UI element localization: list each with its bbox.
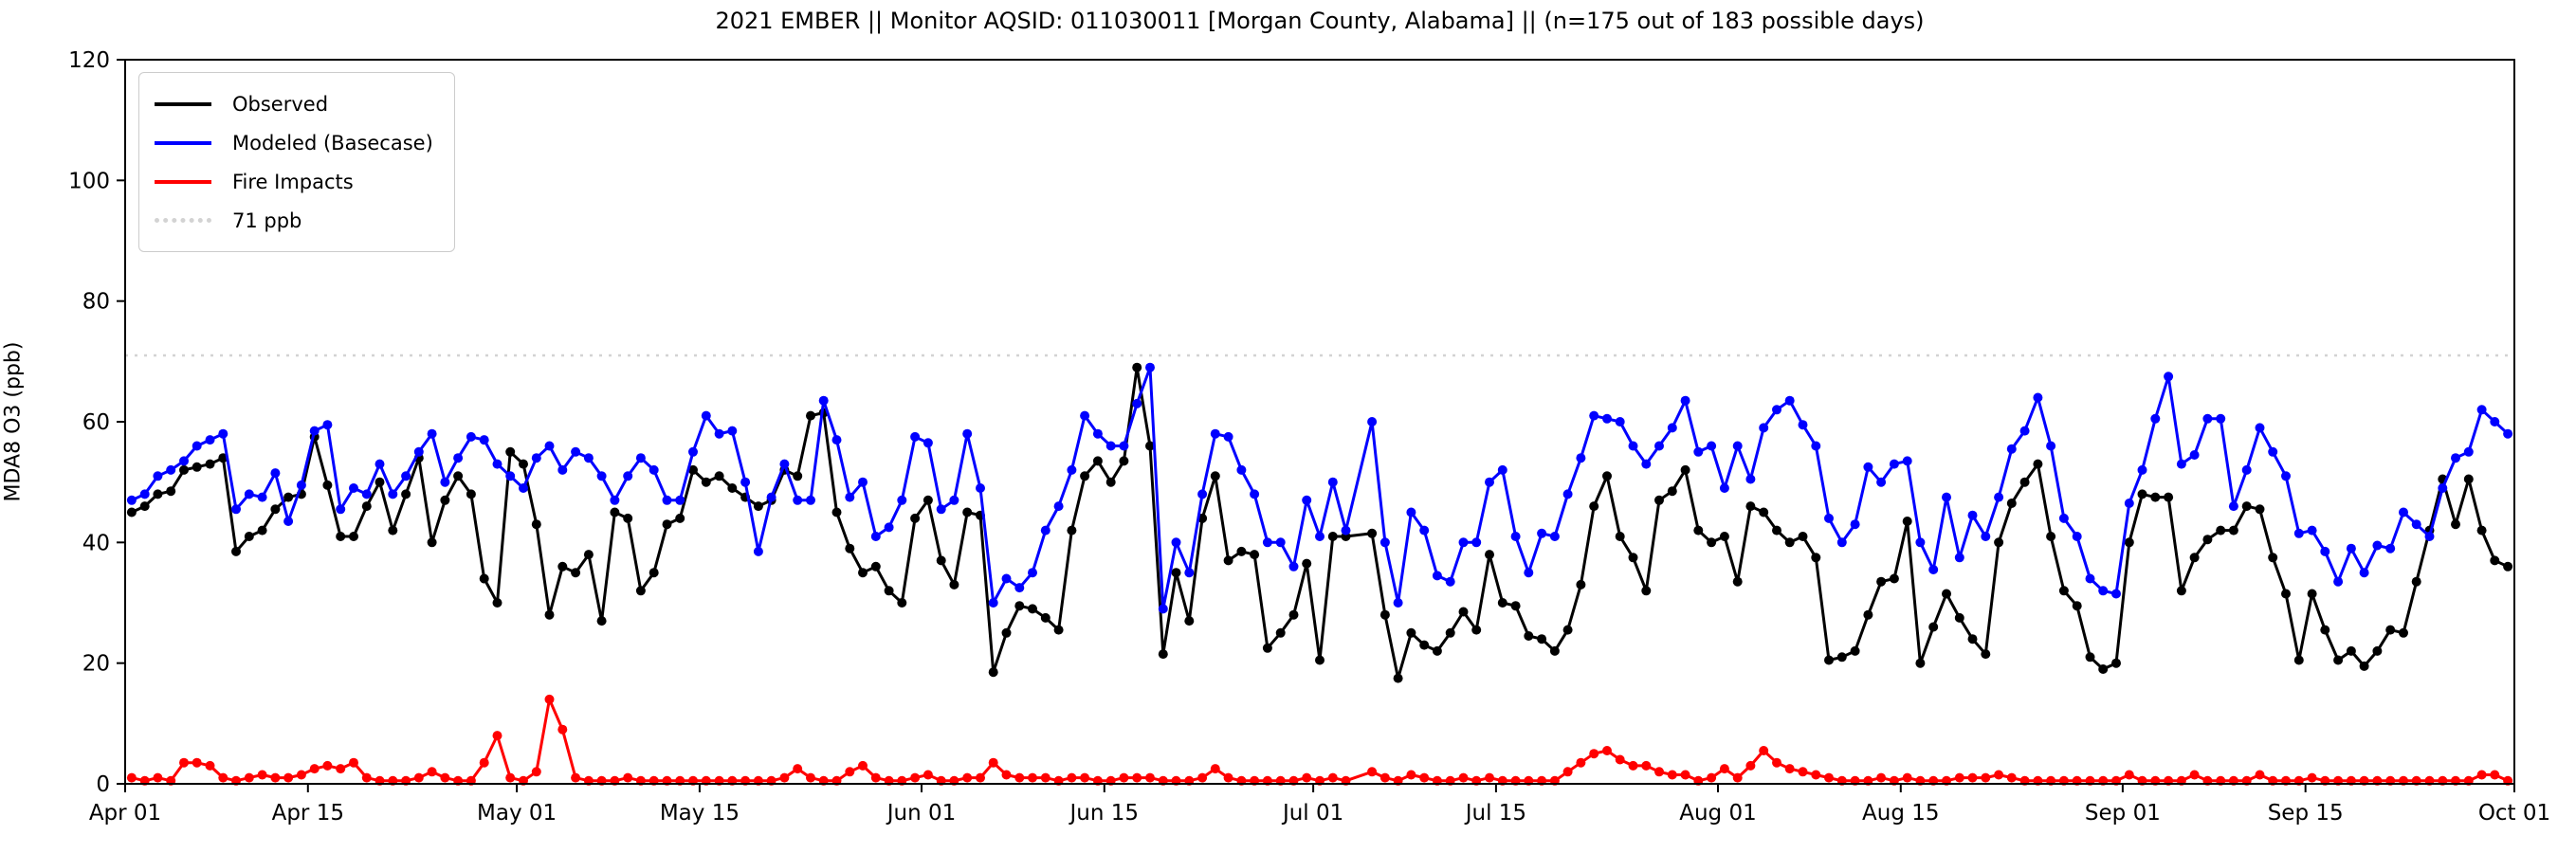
svg-text:100: 100 bbox=[68, 169, 110, 193]
legend-label-fire: Fire Impacts bbox=[232, 170, 354, 193]
svg-text:Jun 15: Jun 15 bbox=[1069, 801, 1140, 826]
svg-text:Jun 01: Jun 01 bbox=[886, 801, 957, 826]
svg-text:Oct 01: Oct 01 bbox=[2478, 801, 2550, 826]
svg-text:0: 0 bbox=[96, 772, 110, 797]
modeled-line-swatch bbox=[155, 140, 211, 145]
legend-label-modeled: Modeled (Basecase) bbox=[232, 131, 433, 154]
legend-row-modeled: Modeled (Basecase) bbox=[155, 123, 433, 162]
x-axis: Apr 01 Apr 15 May 01 May 15 Jun 01 Jun 15 Jul … bbox=[89, 784, 2550, 826]
svg-text:May 15: May 15 bbox=[660, 801, 740, 826]
chart-title: 2021 EMBER || Monitor AQSID: 011030011 [… bbox=[715, 8, 1925, 34]
svg-text:Apr 01: Apr 01 bbox=[89, 801, 161, 826]
svg-text:Jul 15: Jul 15 bbox=[1464, 801, 1526, 826]
observed-series bbox=[126, 362, 2513, 683]
svg-text:80: 80 bbox=[82, 290, 110, 315]
y-axis: 0 20 40 60 80 100 120 bbox=[68, 48, 125, 797]
legend-row-fire: Fire Impacts bbox=[155, 162, 433, 201]
svg-text:Aug 15: Aug 15 bbox=[1862, 801, 1940, 826]
legend: Observed Modeled (Basecase) Fire Impacts… bbox=[138, 72, 455, 252]
fire-impacts-series bbox=[126, 694, 2513, 786]
legend-row-observed: Observed bbox=[155, 84, 433, 123]
fire-impacts-line-swatch bbox=[155, 179, 211, 184]
svg-text:40: 40 bbox=[82, 531, 110, 555]
legend-row-threshold: 71 ppb bbox=[155, 201, 433, 240]
legend-label-threshold: 71 ppb bbox=[232, 209, 302, 232]
svg-text:60: 60 bbox=[82, 410, 110, 435]
svg-text:Sep 15: Sep 15 bbox=[2268, 801, 2344, 826]
svg-text:Sep 01: Sep 01 bbox=[2085, 801, 2161, 826]
svg-text:20: 20 bbox=[82, 652, 110, 677]
modeled-series bbox=[126, 362, 2513, 614]
svg-text:Aug 01: Aug 01 bbox=[1679, 801, 1757, 826]
svg-text:Apr 15: Apr 15 bbox=[272, 801, 344, 826]
threshold-line-swatch bbox=[155, 218, 211, 223]
observed-line-swatch bbox=[155, 101, 211, 106]
legend-label-observed: Observed bbox=[232, 92, 329, 116]
svg-text:120: 120 bbox=[68, 48, 110, 73]
svg-text:Jul 01: Jul 01 bbox=[1281, 801, 1343, 826]
svg-text:May 01: May 01 bbox=[477, 801, 557, 826]
